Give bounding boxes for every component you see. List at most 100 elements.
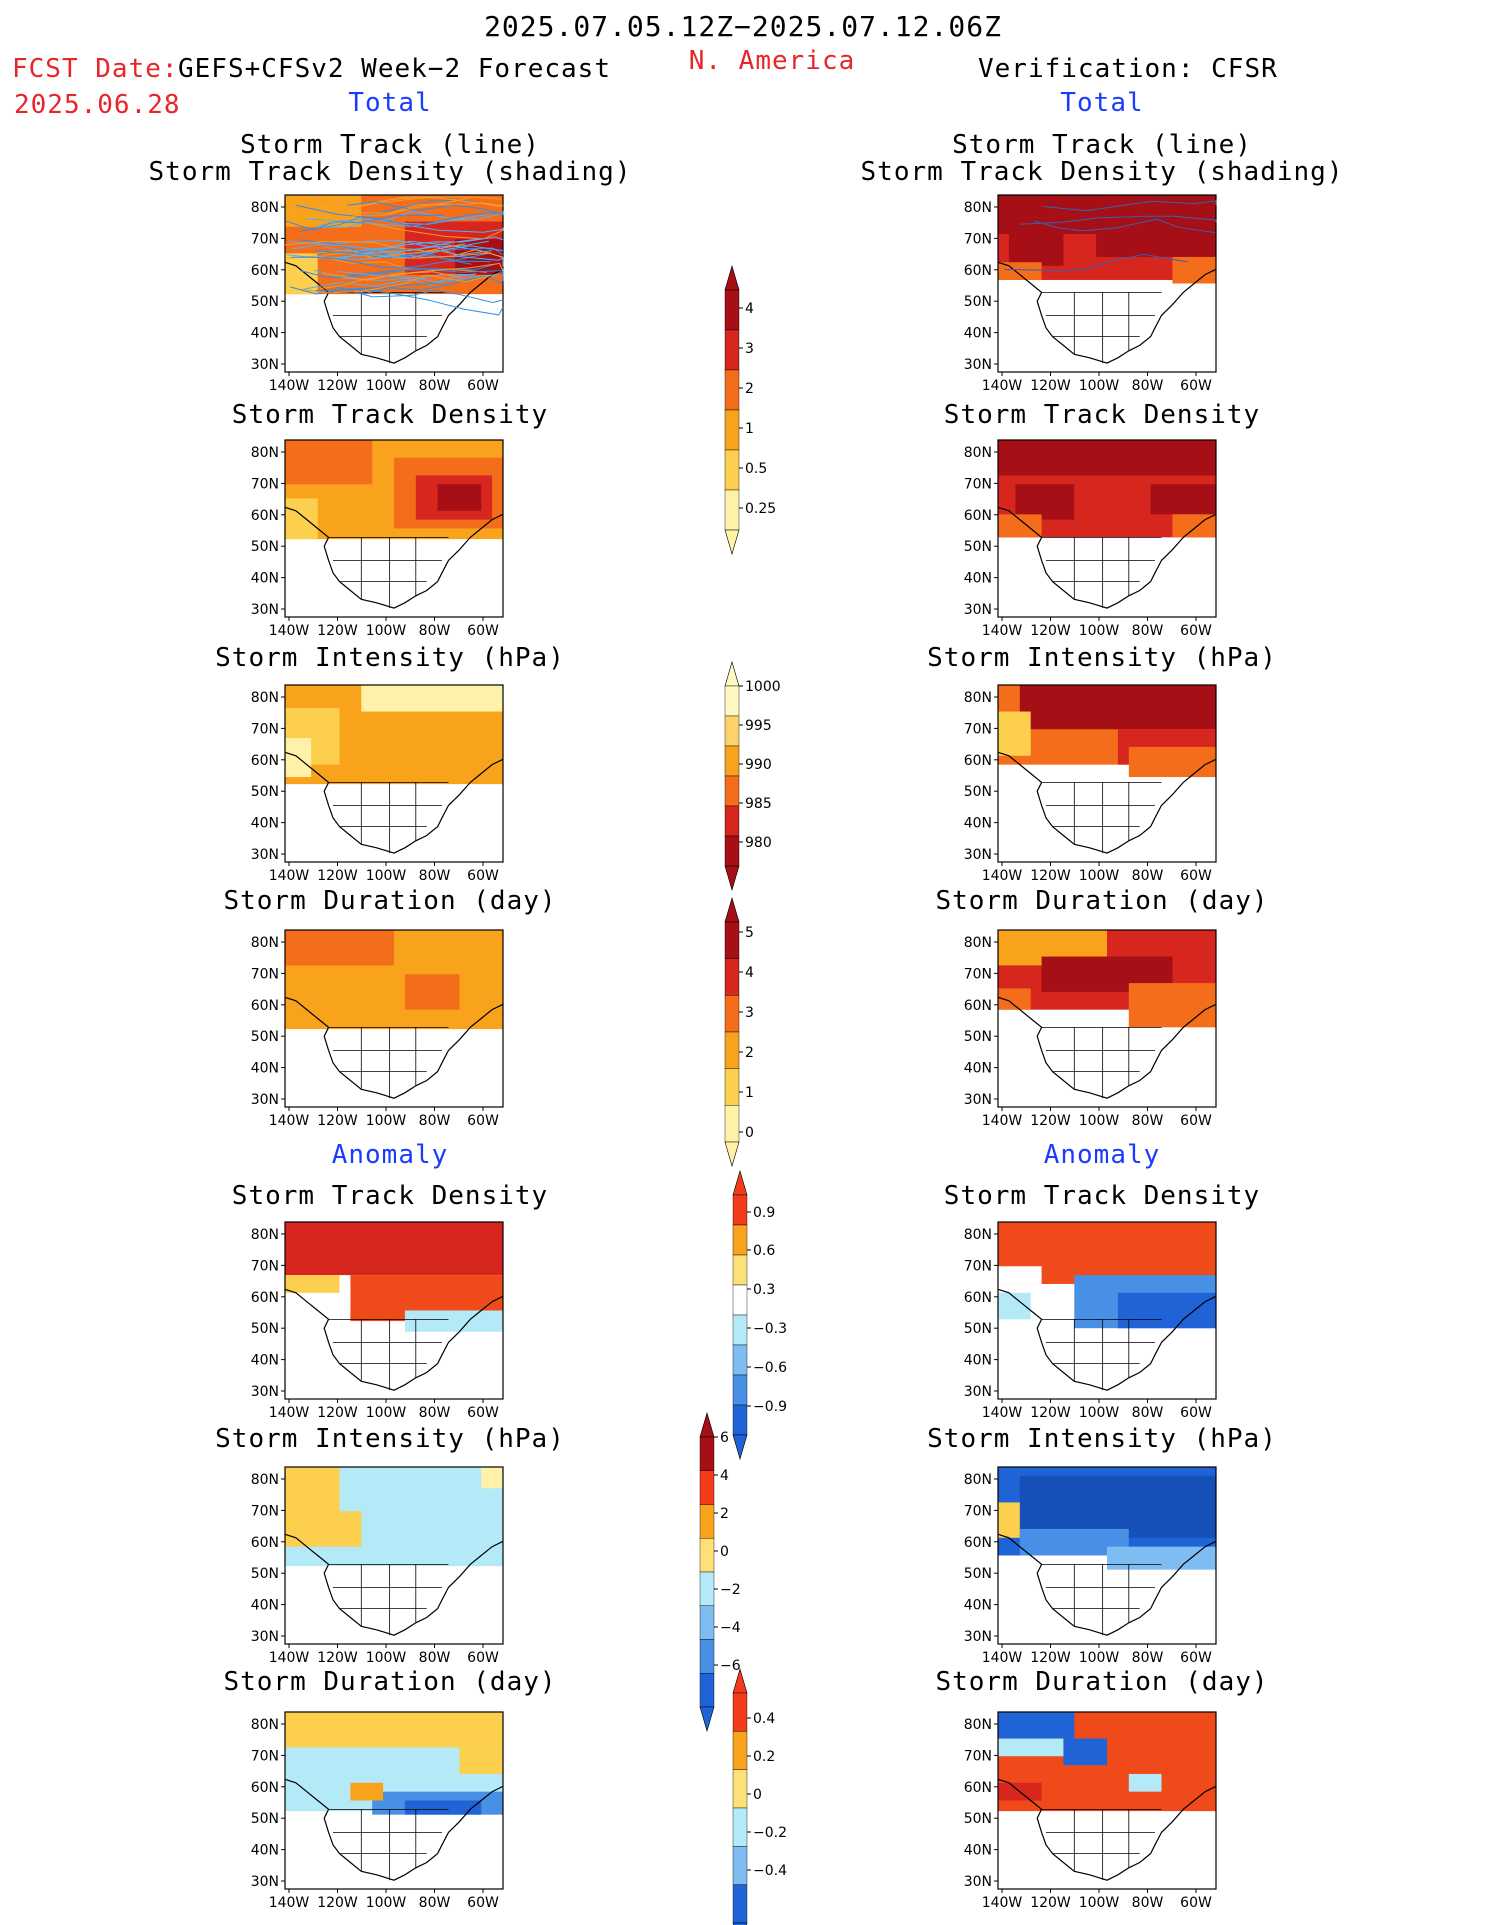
- lat-label: 70N: [251, 1748, 279, 1764]
- colorbar-arrow-bottom: [724, 1141, 740, 1168]
- storm-track-line: [286, 245, 504, 259]
- storm-track-line: [291, 256, 492, 268]
- colorbar-cell: [732, 1194, 748, 1226]
- colorbar-label: 2: [720, 1506, 729, 1522]
- lat-label: 30N: [964, 1629, 992, 1645]
- storm-track-line: [342, 288, 504, 304]
- coastline: [284, 506, 504, 609]
- lat-label: 80N: [964, 1717, 992, 1733]
- lon-label: 80W: [1132, 1895, 1164, 1911]
- lat-label: 50N: [251, 1029, 279, 1045]
- colorbar-duration_anom: 0.4 0.2 0 −0.2 −0.4: [732, 1667, 787, 1925]
- panel-title-right-r5: Storm Track Density: [943, 1181, 1261, 1211]
- lat-label: 40N: [251, 1843, 279, 1859]
- lon-label: 140W: [982, 1650, 1023, 1666]
- storm-track-line: [299, 239, 472, 265]
- coastline: [284, 996, 504, 1099]
- lat-label: 60N: [251, 1535, 279, 1551]
- lat-label: 80N: [251, 200, 279, 216]
- map-panel-R2: 80N 70N 60N 50N 40N 30N 140W 120W 100W 80W 60W: [964, 439, 1217, 639]
- lon-label: 120W: [1030, 378, 1071, 394]
- coastline: [284, 1533, 504, 1636]
- lat-label: 80N: [964, 935, 992, 951]
- lat-label: 30N: [251, 1384, 279, 1400]
- lat-label: 50N: [964, 294, 992, 310]
- lon-label: 100W: [366, 378, 407, 394]
- colorbar-cell: [732, 1404, 748, 1436]
- map-panel-R5: 80N 70N 60N 50N 40N 30N 140W 120W 100W 80W 60W: [964, 1221, 1217, 1421]
- colorbar-arrow-bottom: [724, 529, 740, 556]
- colorbar-cell: [724, 289, 740, 331]
- colorbar-cell: [732, 1314, 748, 1346]
- lat-label: 30N: [251, 1874, 279, 1890]
- colorbar-cell: [724, 715, 740, 747]
- panel-title-left-r6: Storm Intensity (hPa): [215, 1424, 565, 1454]
- map-frame: [997, 929, 1217, 1108]
- colorbar-label: 0.5: [745, 461, 767, 477]
- colorbar-cell: [699, 1436, 715, 1471]
- lon-label: 120W: [1030, 623, 1071, 639]
- fcst-date-value: 2025.06.28: [14, 90, 181, 120]
- colorbar-label: 0: [745, 1125, 754, 1141]
- lon-label: 140W: [982, 378, 1023, 394]
- lat-label: 40N: [251, 571, 279, 587]
- map-frame: [997, 439, 1217, 618]
- lat-label: 70N: [251, 966, 279, 982]
- lon-label: 120W: [1030, 868, 1071, 884]
- coastline: [997, 996, 1217, 1099]
- colorbar-label: 0.25: [745, 501, 776, 517]
- colorbar-cell: [724, 409, 740, 451]
- shading-cell: [404, 1310, 503, 1332]
- lat-label: 60N: [964, 263, 992, 279]
- lat-label: 40N: [964, 816, 992, 832]
- storm-track-line: [284, 241, 466, 252]
- lat-label: 30N: [964, 1874, 992, 1890]
- colorbar-label: −0.3: [753, 1321, 787, 1337]
- map-frame: [997, 194, 1217, 373]
- lon-label: 60W: [1180, 378, 1212, 394]
- lat-label: 30N: [964, 1384, 992, 1400]
- lon-label: 120W: [317, 1650, 358, 1666]
- lon-label: 60W: [1180, 868, 1212, 884]
- colorbar-arrow-top: [724, 660, 740, 687]
- shading-cell: [285, 1275, 340, 1293]
- storm-track-line: [348, 268, 504, 282]
- colorbar-cell: [732, 1884, 748, 1924]
- lat-label: 30N: [251, 847, 279, 863]
- shading-cell: [285, 498, 318, 540]
- lon-label: 80W: [1132, 868, 1164, 884]
- lon-label: 100W: [1079, 868, 1120, 884]
- storm-track-line: [291, 238, 479, 253]
- colorbar-label: 3: [745, 341, 754, 357]
- coastline: [997, 261, 1217, 364]
- colorbar-label: 4: [745, 965, 754, 981]
- panel-title-right-r1a: Storm Track (line): [952, 130, 1252, 160]
- lat-label: 70N: [251, 476, 279, 492]
- shading-cell: [1172, 256, 1216, 284]
- colorbar-duration: 5 4 3 2 1 0: [724, 896, 754, 1168]
- lon-label: 140W: [269, 1650, 310, 1666]
- lat-label: 70N: [251, 721, 279, 737]
- lat-label: 50N: [251, 1811, 279, 1827]
- shading-cell: [1117, 1292, 1216, 1329]
- colorbar-cell: [699, 1639, 715, 1674]
- colorbar-cell: [724, 805, 740, 837]
- lat-label: 40N: [251, 1061, 279, 1077]
- lat-label: 30N: [964, 357, 992, 373]
- storm-track-line: [314, 288, 504, 316]
- lat-label: 70N: [964, 721, 992, 737]
- lon-label: 60W: [1180, 623, 1212, 639]
- lon-label: 80W: [419, 623, 451, 639]
- colorbar-cell: [732, 1344, 748, 1376]
- lat-label: 40N: [251, 816, 279, 832]
- lat-label: 70N: [964, 476, 992, 492]
- shading-cell: [998, 1502, 1020, 1538]
- colorbar-cell: [724, 745, 740, 777]
- colorbar-cell: [732, 1374, 748, 1406]
- colorbar-label: 0: [753, 1787, 762, 1803]
- lon-label: 100W: [1079, 1113, 1120, 1129]
- lon-label: 120W: [317, 623, 358, 639]
- map-frame: [997, 1711, 1217, 1890]
- lat-label: 80N: [251, 935, 279, 951]
- colorbar-cell: [724, 369, 740, 411]
